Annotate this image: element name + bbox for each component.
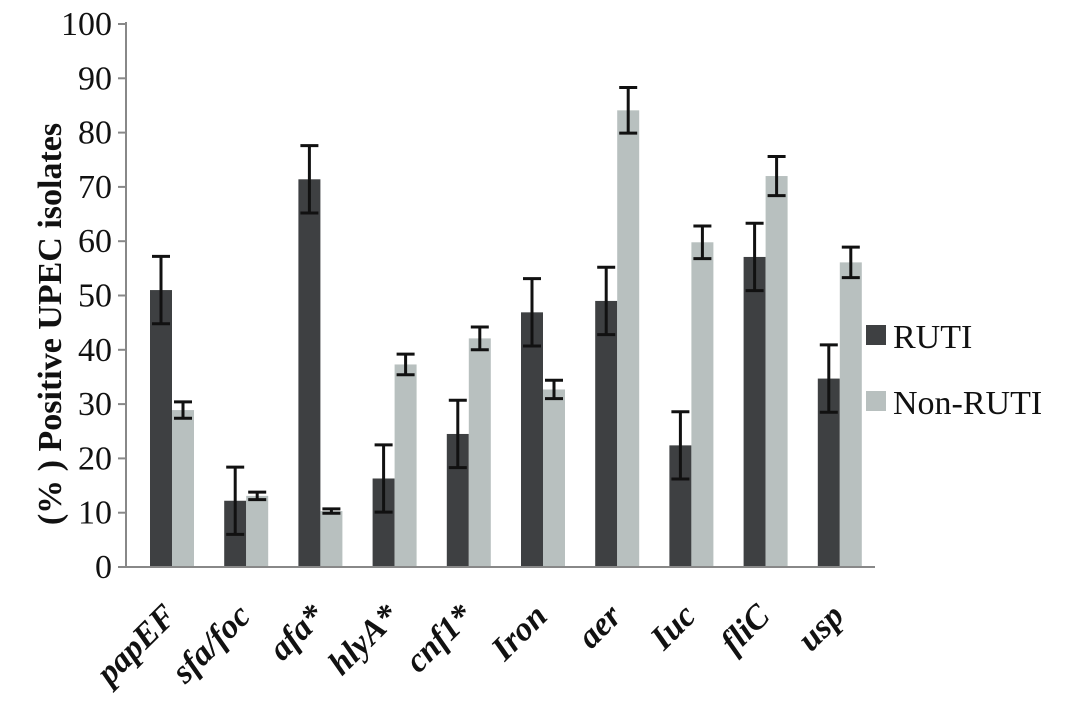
x-category-label: aer bbox=[571, 597, 630, 656]
y-axis-title: (% ) Positive UPEC isolates bbox=[32, 123, 69, 525]
y-tick-label: 10 bbox=[78, 495, 112, 532]
bar-non-ruti bbox=[320, 511, 343, 567]
legend-label-non-ruti: Non-RUTI bbox=[893, 385, 1042, 422]
x-category-label: papEF bbox=[87, 597, 184, 694]
bar-non-ruti bbox=[839, 262, 862, 567]
y-tick-label: 0 bbox=[95, 549, 112, 586]
bar-non-ruti bbox=[617, 110, 640, 567]
bar-ruti bbox=[150, 290, 172, 567]
bar-ruti bbox=[595, 300, 618, 567]
y-tick-label: 50 bbox=[78, 278, 112, 315]
bar-non-ruti bbox=[765, 176, 788, 568]
bar-ruti bbox=[521, 312, 543, 567]
legend: RUTI Non-RUTI bbox=[866, 319, 1042, 422]
y-tick-label: 70 bbox=[78, 169, 112, 206]
bar-non-ruti bbox=[691, 242, 714, 567]
bar-non-ruti bbox=[468, 338, 491, 567]
bar-ruti bbox=[817, 378, 840, 567]
y-tick-label: 100 bbox=[61, 6, 112, 43]
x-category-label: hlyA* bbox=[321, 597, 407, 683]
x-category-label: cnf1* bbox=[398, 597, 481, 680]
y-tick-label: 40 bbox=[78, 332, 112, 369]
legend-swatch-ruti bbox=[866, 325, 886, 345]
bar-non-ruti bbox=[394, 364, 417, 567]
x-category-label: fliC bbox=[714, 597, 778, 661]
bar-non-ruti bbox=[246, 495, 269, 567]
error-bars bbox=[152, 86, 860, 536]
y-tick-label: 60 bbox=[78, 223, 112, 260]
y-tick-label: 20 bbox=[78, 440, 112, 477]
y-tick-label: 30 bbox=[78, 386, 112, 423]
bar-non-ruti bbox=[172, 410, 194, 567]
bar-ruti bbox=[372, 478, 395, 567]
y-axis: 0 10 20 30 40 50 60 70 80 90 100 bbox=[61, 6, 127, 586]
y-tick-label: 80 bbox=[78, 115, 112, 152]
x-category-label: usp bbox=[791, 597, 852, 658]
legend-label-ruti: RUTI bbox=[893, 319, 972, 356]
bars bbox=[150, 110, 862, 568]
bar-ruti bbox=[298, 179, 321, 567]
legend-swatch-non-ruti bbox=[866, 391, 886, 411]
x-category-label: sfa/foc bbox=[164, 597, 258, 691]
y-tick-label: 90 bbox=[78, 60, 112, 97]
x-category-label: Iuc bbox=[643, 597, 703, 657]
bar-non-ruti bbox=[543, 389, 565, 567]
bar-ruti bbox=[743, 256, 766, 567]
bar-ruti bbox=[669, 445, 692, 567]
x-category-label: Iron bbox=[484, 597, 555, 668]
